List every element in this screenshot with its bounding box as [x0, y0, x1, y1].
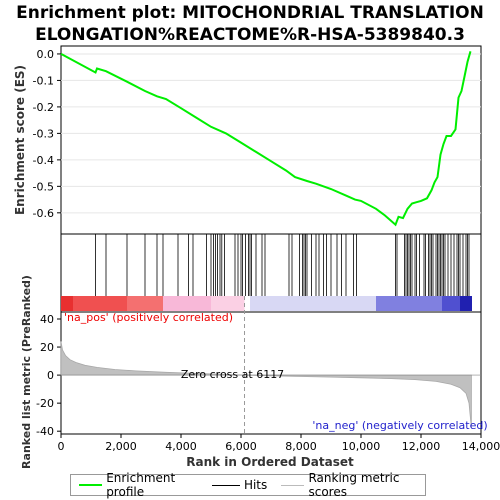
es-tick-label: -0.6: [33, 207, 54, 220]
legend-item-hits: Hits: [211, 478, 268, 492]
rank-tick-label: -40: [36, 425, 54, 438]
zero-cross-label: Zero cross at 6117: [181, 368, 284, 381]
x-tick-label: 0: [58, 440, 65, 453]
es-tick-label: -0.5: [33, 180, 54, 193]
rank-ylabel: Ranked list metric (PreRanked): [20, 275, 33, 469]
x-tick-label: 14,000: [462, 440, 500, 453]
es-tick-label: -0.1: [33, 74, 54, 87]
rank-bar-segment: [73, 296, 127, 311]
es-tick-label: -0.3: [33, 127, 54, 140]
chart-title-line-2: ELONGATION%REACTOME%R-HSA-5389840.3: [35, 25, 465, 45]
ranking-metric-area: [60, 341, 472, 429]
rank-bar-segment: [163, 296, 211, 311]
rank-bar-segment: [127, 296, 163, 311]
legend-label-hits: Hits: [243, 478, 268, 492]
rank-bar-segment: [376, 296, 442, 311]
legend-label-ranking: Ranking metric scores: [308, 471, 400, 499]
es-tick-label: -0.4: [33, 154, 54, 167]
hit-lines: [95, 234, 470, 296]
x-tick-label: 4,000: [165, 440, 197, 453]
es-y-ticks: 0.0 -0.1 -0.2 -0.3 -0.4 -0.5 -0.6: [33, 48, 61, 220]
neg-label: 'na_neg' (negatively correlated): [312, 419, 487, 432]
legend-green-line-icon: [79, 484, 103, 486]
es-panel-frame: [60, 45, 482, 235]
rank-y-ticks: 40 20 0 -20 -40: [36, 313, 61, 438]
legend-item-ranking: Ranking metric scores: [281, 471, 419, 499]
rank-color-bar: [61, 296, 472, 311]
legend: Enrichment profile Hits Ranking metric s…: [70, 471, 426, 499]
rank-bar-segment: [460, 296, 472, 311]
es-tick-label: -0.2: [33, 101, 54, 114]
x-tick-label: 8,000: [285, 440, 317, 453]
pos-label: 'na_pos' (positively correlated): [64, 311, 233, 324]
x-tick-label: 6,000: [225, 440, 257, 453]
rank-bar-segment: [211, 296, 245, 311]
legend-black-line-icon: [211, 484, 240, 486]
x-tick-label: 10,000: [342, 440, 381, 453]
legend-gray-line-icon: [281, 484, 305, 486]
rank-bar-segment: [442, 296, 460, 311]
rank-tick-label: -20: [36, 397, 54, 410]
chart-title-line-1: Enrichment plot: MITOCHONDRIAL TRANSLATI…: [16, 3, 484, 23]
x-ticks: 0 2,000 4,000 6,000 8,000 10,000 12,000 14,000: [58, 434, 500, 453]
rank-tick-label: 0: [47, 369, 54, 382]
es-tick-label: 0.0: [37, 48, 55, 61]
rank-metric-area: [60, 341, 481, 429]
x-tick-label: 12,000: [402, 440, 441, 453]
es-gridlines: [61, 53, 481, 214]
rank-tick-label: 20: [40, 341, 54, 354]
legend-item-enrichment: Enrichment profile: [79, 471, 198, 499]
x-tick-label: 2,000: [105, 440, 137, 453]
rank-bar-segment: [250, 296, 376, 311]
es-ylabel: Enrichment score (ES): [13, 65, 27, 215]
rank-bar-segment: [61, 296, 73, 311]
xlabel: Rank in Ordered Dataset: [186, 455, 354, 469]
rank-bar-segment: [244, 296, 250, 311]
enrichment-profile-line: [60, 51, 472, 227]
rank-tick-label: 40: [40, 313, 54, 326]
legend-label-enrichment: Enrichment profile: [106, 471, 176, 499]
es-line-group: [60, 51, 472, 227]
